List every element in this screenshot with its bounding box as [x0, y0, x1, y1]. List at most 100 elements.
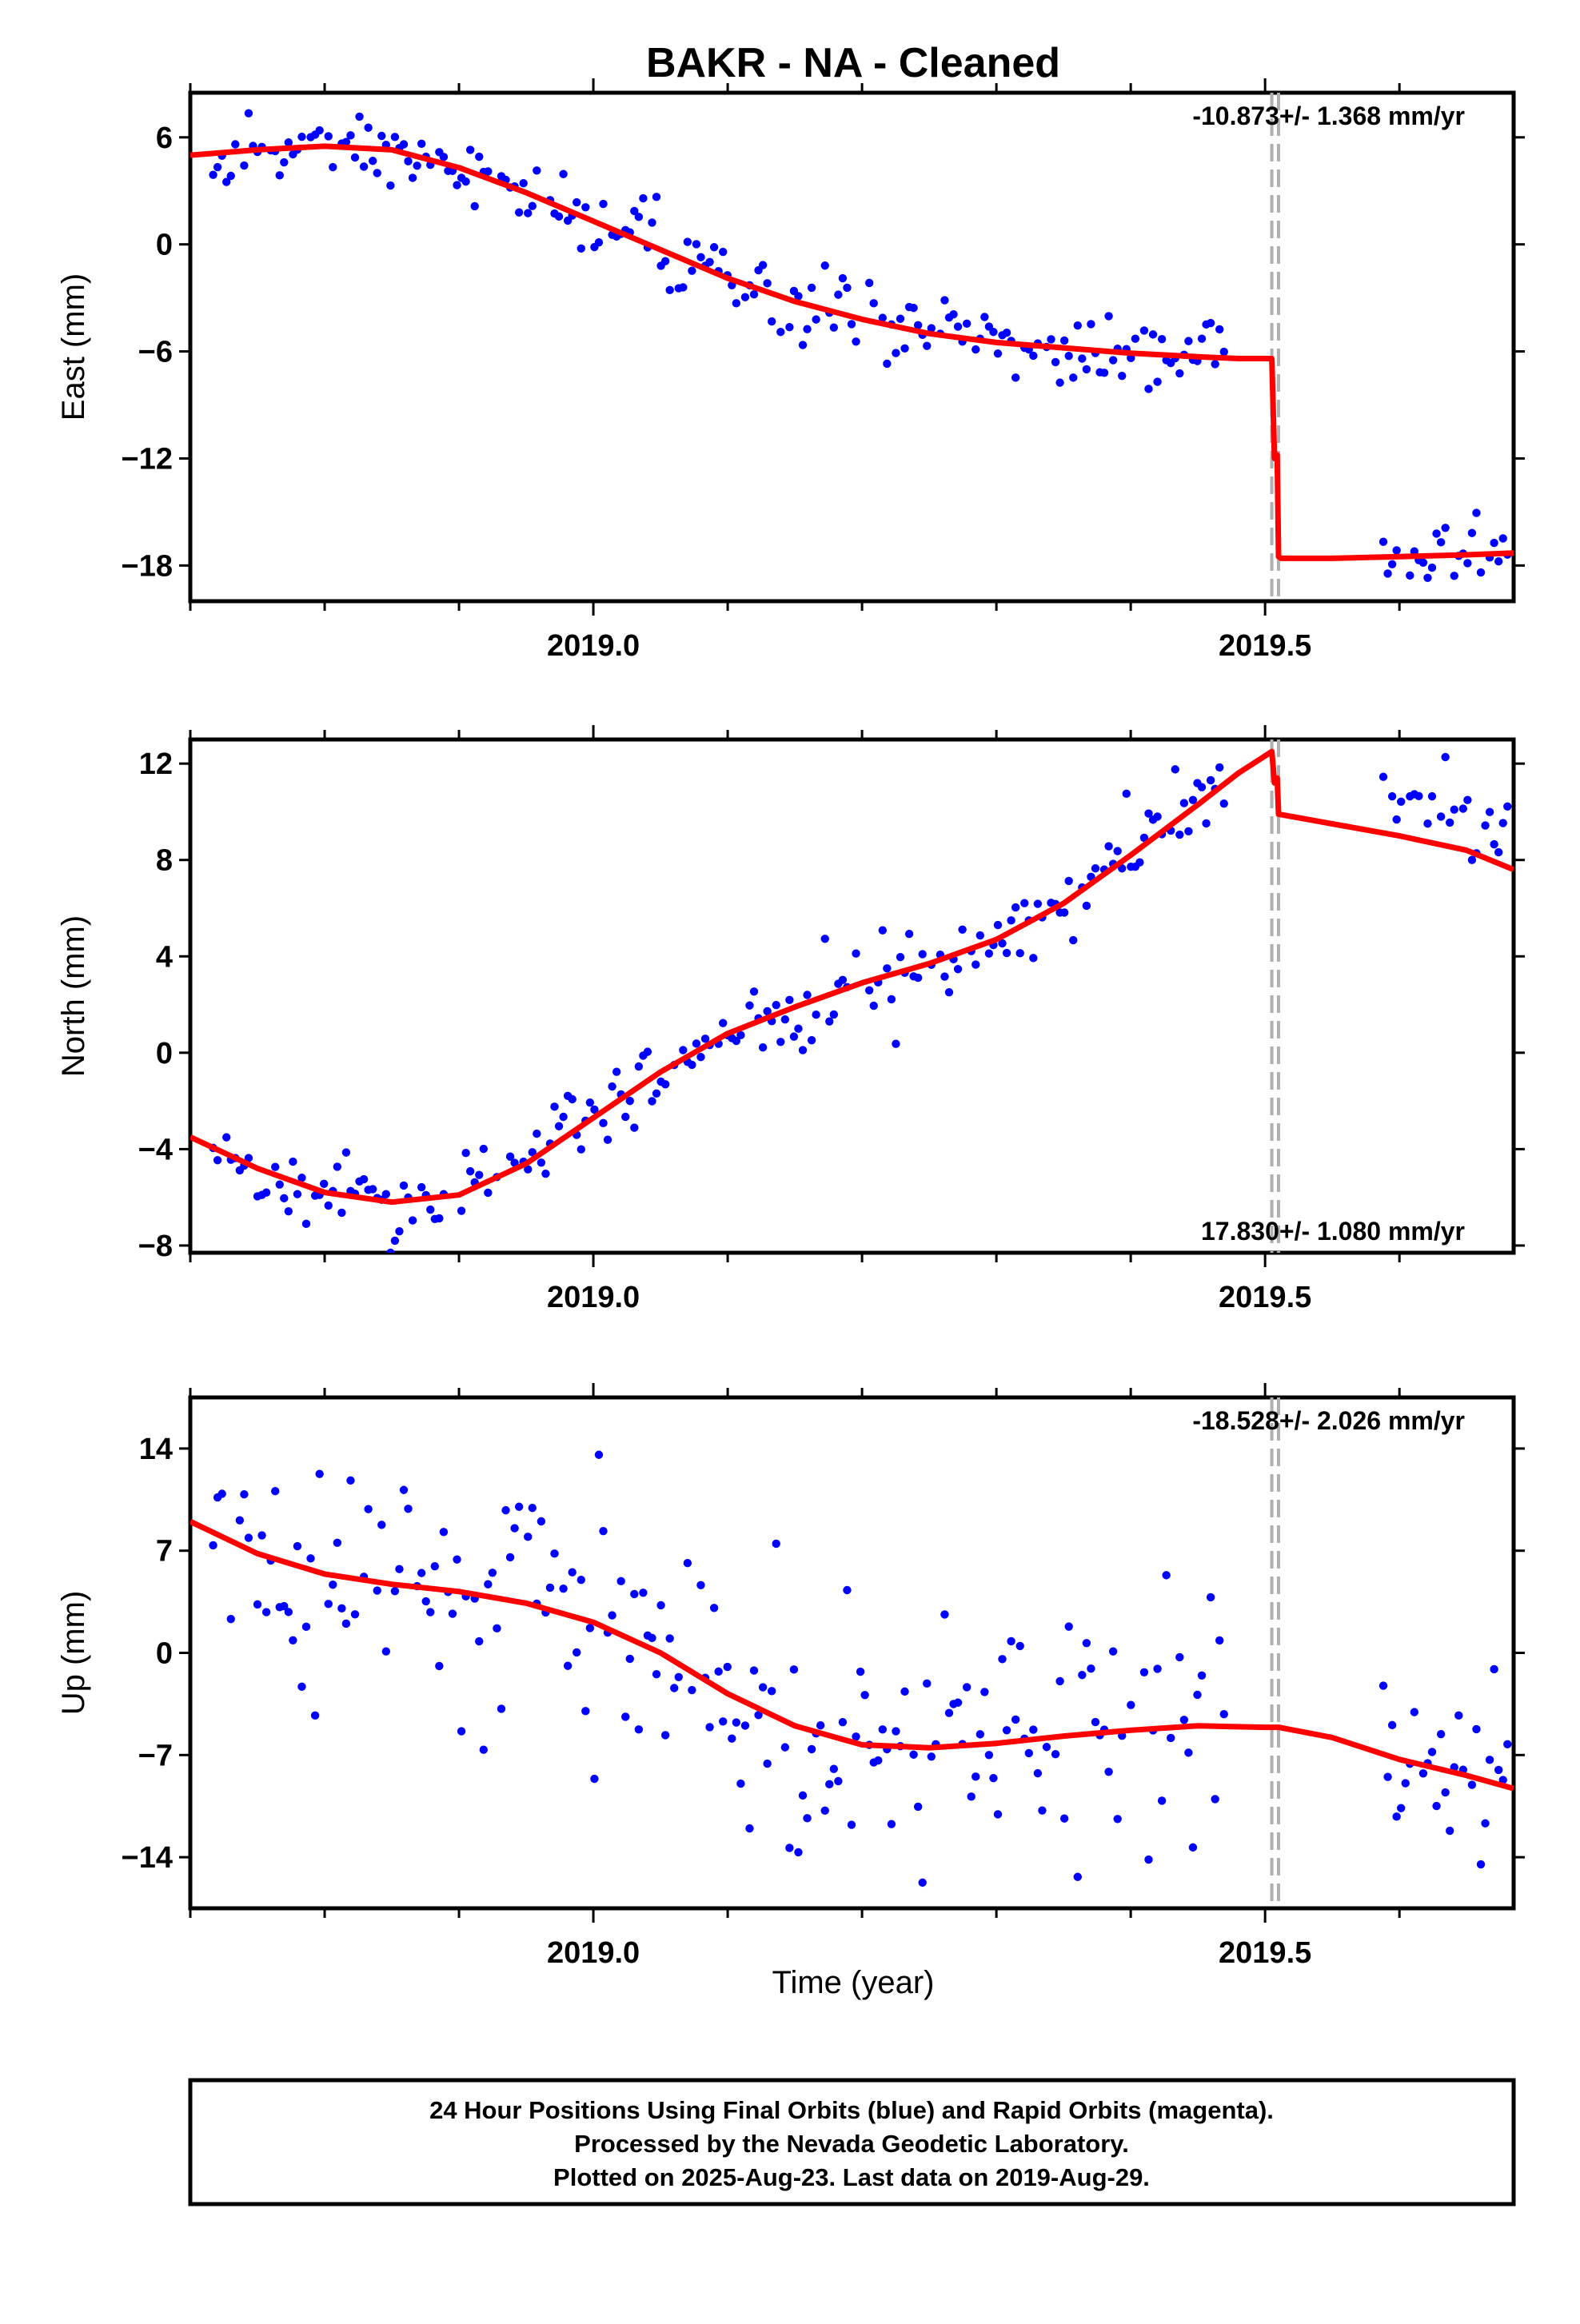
- data-point: [1490, 839, 1498, 849]
- data-point: [944, 1708, 954, 1717]
- data-point: [1179, 799, 1189, 807]
- data-point: [639, 1589, 648, 1597]
- east-panel: 6 0 −6 −12 −18 2019.0 2019.5 East (mm) -10.873+/…: [56, 78, 1525, 663]
- data-point: [785, 995, 794, 1005]
- data-point: [1148, 330, 1158, 339]
- data-point: [780, 1015, 790, 1024]
- data-point: [794, 1024, 803, 1033]
- data-point: [390, 133, 400, 142]
- data-point: [763, 1759, 772, 1768]
- data-point: [683, 1559, 692, 1568]
- data-point: [417, 139, 426, 149]
- data-point: [1082, 1639, 1091, 1648]
- y-tick-label: 8: [156, 844, 173, 878]
- plot-frame: [188, 737, 1516, 1255]
- data-point: [1423, 819, 1432, 828]
- data-point: [1029, 954, 1038, 963]
- data-point: [740, 293, 750, 301]
- data-point: [1064, 876, 1073, 886]
- data-point: [660, 1731, 670, 1740]
- data-point: [1002, 948, 1011, 958]
- data-point: [1396, 1804, 1406, 1812]
- data-point: [621, 1712, 630, 1721]
- chart-title: BAKR - NA - Cleaned: [646, 40, 1060, 86]
- data-point: [577, 1576, 585, 1585]
- data-point: [634, 1062, 644, 1071]
- data-point: [758, 1043, 768, 1052]
- data-point: [226, 171, 235, 181]
- data-point: [475, 1636, 484, 1646]
- data-point: [1188, 1843, 1198, 1852]
- data-point: [834, 290, 843, 299]
- data-point: [280, 157, 289, 167]
- data-point: [1206, 318, 1215, 328]
- data-point: [1215, 1636, 1224, 1645]
- data-point: [984, 949, 994, 958]
- data-point: [705, 1723, 714, 1732]
- data-point: [528, 1148, 537, 1157]
- data-point: [537, 1517, 546, 1526]
- data-point: [1383, 1772, 1392, 1781]
- data-point: [1179, 1716, 1189, 1724]
- data-point: [573, 197, 581, 207]
- data-point: [430, 1562, 439, 1571]
- x-axis-title: Time (year): [772, 1965, 935, 2000]
- data-point: [337, 1604, 346, 1613]
- data-point: [417, 1569, 426, 1577]
- x-tick-label: 2019.0: [547, 1936, 640, 1970]
- data-point: [280, 1194, 289, 1203]
- data-point: [909, 1750, 918, 1759]
- data-point: [1490, 538, 1498, 548]
- data-point: [692, 240, 701, 249]
- data-point: [1175, 369, 1184, 378]
- data-point: [705, 257, 714, 266]
- data-point: [972, 345, 980, 354]
- data-point: [1418, 558, 1428, 567]
- data-point: [714, 1667, 723, 1676]
- x-tick-label: 2019.5: [1219, 629, 1311, 663]
- data-point: [484, 1188, 493, 1198]
- model-fit-line: [190, 1519, 1514, 1792]
- data-point: [1383, 569, 1392, 578]
- data-point: [261, 1608, 271, 1616]
- data-point: [590, 1774, 599, 1784]
- data-point: [998, 1655, 1007, 1664]
- data-point: [940, 972, 949, 981]
- data-point: [953, 322, 963, 331]
- data-point: [688, 1060, 696, 1070]
- data-point: [829, 323, 839, 332]
- data-point: [528, 1504, 537, 1513]
- data-point: [1175, 830, 1184, 839]
- data-point: [1202, 819, 1211, 828]
- data-point: [1073, 1872, 1082, 1881]
- data-point: [887, 1820, 896, 1828]
- y-tick-label: 7: [156, 1535, 173, 1569]
- data-point: [1153, 1664, 1162, 1673]
- data-point: [776, 328, 785, 337]
- data-point: [852, 1732, 860, 1741]
- y-tick-label: −14: [122, 1841, 173, 1875]
- data-point: [399, 1485, 409, 1494]
- data-point: [217, 1489, 226, 1498]
- data-point: [1157, 334, 1167, 344]
- data-point: [993, 920, 1003, 930]
- data-point: [390, 1236, 400, 1246]
- data-point: [1387, 1720, 1397, 1730]
- data-point: [913, 1802, 923, 1812]
- data-point: [1503, 802, 1512, 811]
- data-point: [550, 1549, 559, 1558]
- data-point: [524, 209, 533, 217]
- data-point: [577, 244, 585, 253]
- data-point: [1002, 328, 1011, 337]
- y-axis-title: East (mm): [56, 273, 91, 421]
- data-point: [1476, 1860, 1486, 1869]
- data-point: [829, 1764, 839, 1773]
- data-point: [1215, 325, 1224, 334]
- data-point: [421, 1597, 430, 1606]
- data-point: [448, 1609, 457, 1618]
- data-point: [1033, 899, 1043, 908]
- data-point: [772, 1000, 780, 1010]
- velocity-label: -18.528+/- 2.026 mm/yr: [1192, 1406, 1465, 1435]
- data-point: [1188, 795, 1198, 804]
- data-point: [896, 314, 905, 323]
